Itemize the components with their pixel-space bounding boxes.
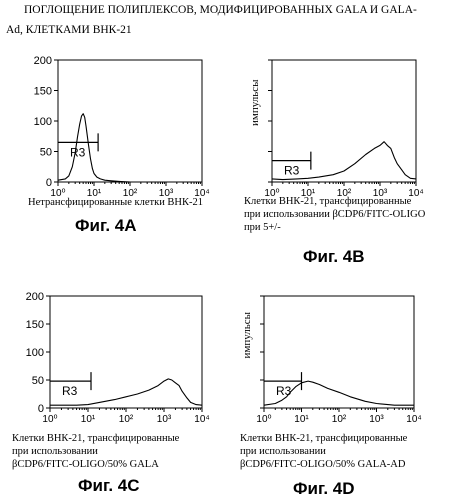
gate-label: R3: [276, 384, 292, 398]
y-tick-label: 100: [34, 116, 52, 128]
figure-label-4d: Фиг. 4D: [293, 479, 355, 499]
x-tick-label: 10⁰: [42, 414, 57, 425]
caption-4d: Клетки ВНК-21, трансфицированные при исп…: [240, 432, 407, 471]
histogram-line-4a: [58, 114, 130, 182]
caption-4b: Клетки ВНК-21, трансфицированные при исп…: [244, 195, 425, 234]
y-axis-label: импульсы: [249, 79, 261, 126]
x-tick-label: 10⁴: [194, 414, 209, 425]
x-tick-label: 10²: [119, 414, 134, 425]
x-tick-label: 10²: [332, 414, 347, 425]
x-tick-label: 10³: [157, 414, 172, 425]
x-tick-label: 10⁴: [406, 414, 421, 425]
caption-4c: Клетки ВНК-21, трансфицированные при исп…: [12, 432, 179, 471]
x-tick-label: 10³: [369, 414, 384, 425]
header-line-1: ПОГЛОЩЕНИЕ ПОЛИПЛЕКСОВ, МОДИФИЦИРОВАННЫХ…: [24, 0, 417, 20]
gate-label: R3: [62, 384, 78, 398]
caption-4c-line-1: Клетки ВНК-21, трансфицированные: [12, 432, 179, 445]
caption-4a-line-1: Нетрансфицированные клетки ВНК-21: [28, 196, 203, 209]
caption-4d-line-1: Клетки ВНК-21, трансфицированные: [240, 432, 407, 445]
caption-4b-line-2: при использовании βCDP6/FITC-OLIGO: [244, 208, 425, 221]
caption-4d-line-2: при использовании: [240, 445, 407, 458]
y-axis-label: импульсы: [241, 311, 253, 358]
x-tick-label: 10¹: [294, 414, 309, 425]
y-tick-label: 50: [40, 147, 52, 159]
figure-label-4b: Фиг. 4В: [303, 247, 365, 267]
histogram-4b: 10⁰10¹10²10³10⁴импульсыR3: [224, 50, 439, 200]
x-tick-label: 10¹: [81, 414, 96, 425]
caption-4d-line-3: βCDP6/FITC-OLIGO/50% GALA-AD: [240, 458, 407, 471]
histogram-4c: 05010015020010⁰10¹10²10³10⁴R3: [0, 288, 220, 428]
y-tick-label: 150: [34, 86, 52, 98]
y-tick-label: 100: [26, 347, 44, 359]
figure-label-4a: Фиг. 4А: [75, 216, 137, 236]
y-tick-label: 50: [32, 375, 44, 387]
x-tick-label: 10⁰: [256, 414, 271, 425]
caption-4c-line-3: βCDP6/FITC-OLIGO/50% GALA: [12, 458, 179, 471]
y-tick-label: 200: [26, 291, 44, 303]
gate-label: R3: [284, 164, 300, 178]
caption-4b-line-3: при 5+/-: [244, 221, 425, 234]
plot-frame: [58, 60, 202, 182]
histogram-4a: 05010015020010⁰10¹10²10³10⁴R3: [28, 50, 233, 200]
caption-4b-line-1: Клетки ВНК-21, трансфицированные: [244, 195, 425, 208]
caption-4c-line-2: при использовании: [12, 445, 179, 458]
figure-label-4c: Фиг. 4С: [78, 476, 140, 496]
gate-label: R3: [70, 145, 86, 159]
y-tick-label: 200: [34, 55, 52, 67]
histogram-4d: 10⁰ 10¹ 10² 10³ 10⁴ импульсы R3: [224, 288, 439, 428]
y-tick-label: 150: [26, 319, 44, 331]
caption-4a: Нетрансфицированные клетки ВНК-21: [28, 196, 203, 209]
header-line-2: Ad, КЛЕТКАМИ ВНК-21: [6, 20, 132, 40]
